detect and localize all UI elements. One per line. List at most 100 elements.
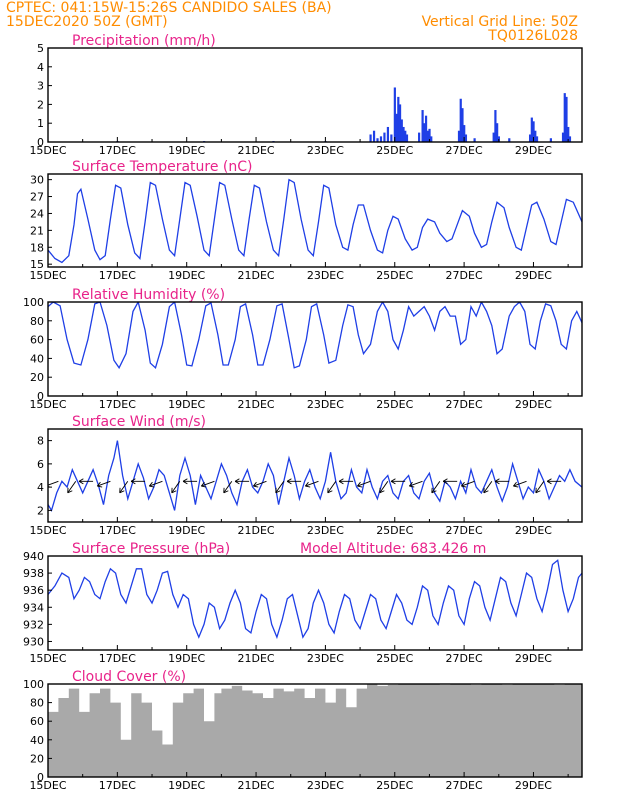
precip-bar [459,98,462,142]
wind-arrow [201,480,215,487]
precip-bar [492,132,495,142]
precip-ytick-label: 1 [37,117,44,130]
temp-series-line [48,178,582,264]
pres-xtick-label: 27DEC [446,652,483,665]
precip-xtick-label: 29DEC [515,144,552,157]
precip-xtick-label: 19DEC [168,144,205,157]
precip-bar [534,130,537,142]
cloud-xtick-label: 25DEC [376,779,413,792]
precip-bar [430,136,433,142]
pres-xtick-label: 19DEC [168,652,205,665]
wind-ytick-label: 6 [37,458,44,471]
wind-arrow [357,480,371,487]
precip-bar [386,126,390,142]
wind-arrow-head [461,481,467,488]
wind-arrow-head [379,487,385,494]
cloud-ytick-label: 80 [30,697,44,710]
precip-bar [473,138,476,142]
cloud-xtick-label: 29DEC [515,779,552,792]
pres-frame [47,555,583,651]
wind-arrow-head [356,481,363,488]
wind-arrow-head [67,487,73,494]
rh-xtick-label: 21DEC [237,398,274,411]
precip-bar [530,117,533,142]
precip-bar [404,130,407,142]
wind-arrow [327,481,337,494]
wind-series-line [48,440,582,512]
precip-bar [421,110,424,142]
rh-panel: Relative Humidity (%) 0 20 40 60 80 100 15DEC 17… [23,287,583,411]
precip-bar [393,87,396,142]
precip-bar [379,136,383,142]
wind-arrow [67,481,77,494]
temp-ytick-label: 24 [30,207,44,220]
rh-ytick-label: 0 [37,390,44,403]
precip-bar [568,136,572,142]
cloud-frame [47,683,583,778]
wind-xtick-label: 29DEC [515,524,552,537]
precip-title: Precipitation (mm/h) [72,33,216,49]
wind-arrow-head [286,478,292,485]
temp-xtick-label: 21DEC [237,269,274,282]
cloud-ytick-label: 20 [30,752,44,765]
rh-xtick-label: 15DEC [29,398,66,411]
pres-panel: Surface Pressure (hPa) Model Altitude: 68… [23,541,583,665]
cloud-panel: Cloud Cover (%) 0 20 40 60 80 100 15DEC 17DEC 19D… [23,669,583,792]
wind-arrow [119,481,129,494]
precip-bar [426,130,429,142]
wind-arrow-head [171,487,177,494]
header-location: CPTEC: 041:15W-15:26S CANDIDO SALES (BA) [6,0,332,16]
cloud-xtick-label: 19DEC [168,779,205,792]
pres-xtick-label: 21DEC [237,652,274,665]
wind-arrow [535,481,545,494]
temp-ytick-label: 30 [30,174,44,187]
wind-arrow-head [327,487,333,494]
precip-bar [397,96,400,142]
pres-xtick-label: 17DEC [99,652,136,665]
wind-arrow [461,480,475,487]
cloud-plot-area [48,684,582,777]
temp-panel: Surface Temperature (nC) 15 18 21 24 27 30 15DE… [29,159,583,282]
wind-arrow-head [200,481,207,488]
precip-bar [532,121,535,142]
wind-arrow [483,481,493,494]
precip-bar [563,93,566,142]
wind-arrow [223,481,233,494]
wind-arrow-head [252,481,259,488]
cloud-ytick-label: 0 [37,771,44,784]
temp-xtick-label: 25DEC [376,269,413,282]
wind-xtick-label: 25DEC [376,524,413,537]
wind-arrow [431,481,441,494]
wind-arrow [48,480,59,486]
wind-arrow-head [304,481,311,488]
precip-ytick-label: 3 [37,80,44,93]
wind-arrow-head [408,481,415,488]
wind-title: Surface Wind (m/s) [72,414,206,430]
header-grid-line: Vertical Grid Line: 50Z [422,14,578,30]
wind-arrow-head [431,487,437,494]
precip-ytick-label: 4 [37,61,44,74]
wind-ytick-label: 8 [37,435,44,448]
precip-xtick-label: 27DEC [446,144,483,157]
header-model-id: TQ0126L028 [487,28,578,44]
precip-bar [400,119,403,142]
wind-ytick-label: 2 [37,504,44,517]
wind-arrow [171,481,181,494]
wind-arrow-head [96,481,103,488]
wind-arrow-head [338,478,344,485]
rh-plot-area [48,302,582,370]
pres-annotation: Model Altitude: 683.426 m [300,541,486,557]
wind-arrow-head [148,481,155,488]
cloud-cover-area [48,684,582,777]
rh-ytick-label: 60 [30,334,44,347]
wind-arrow-head [390,478,396,485]
temp-xtick-label: 17DEC [99,269,136,282]
wind-arrow-head [130,478,136,485]
wind-ytick-label: 4 [37,481,44,494]
cloud-xtick-label: 17DEC [99,779,136,792]
precip-bar [395,113,398,142]
wind-arrow-head [182,478,188,485]
wind-arrow [275,481,285,494]
temp-xtick-label: 27DEC [446,269,483,282]
